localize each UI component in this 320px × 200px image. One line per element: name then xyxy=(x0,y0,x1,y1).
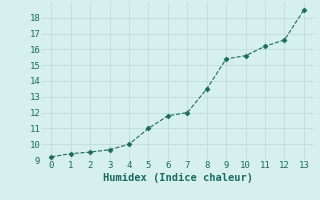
X-axis label: Humidex (Indice chaleur): Humidex (Indice chaleur) xyxy=(103,173,252,183)
